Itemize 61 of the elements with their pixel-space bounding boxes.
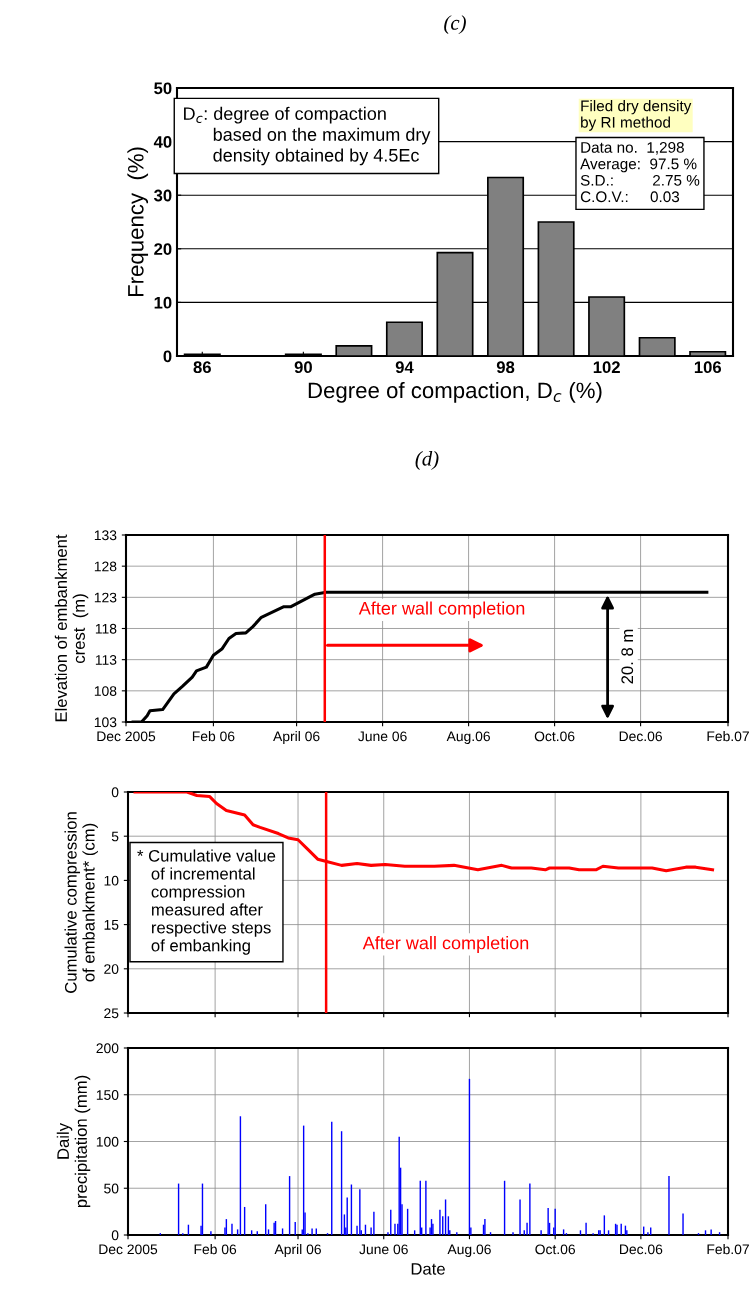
y-tick-label: 10 xyxy=(154,296,172,309)
y-tick-label: 20 xyxy=(104,964,119,974)
x-tick-label: April 06 xyxy=(273,731,320,744)
chart-title: (c) xyxy=(444,15,466,35)
y-tick-label: 123 xyxy=(94,592,117,603)
y-tick-label: 100 xyxy=(96,1136,119,1147)
y-tick-label: 108 xyxy=(94,686,117,696)
x-tick-label: June 06 xyxy=(359,1244,408,1255)
annotation: D$_{c}$: degree of compaction based on the maximum dry density obtained by 4.5Ec xyxy=(184,106,431,166)
y-tick-label: 133 xyxy=(94,530,117,541)
x-tick-label: 86 xyxy=(193,361,211,374)
y-tick-label: 40 xyxy=(153,136,172,148)
y-tick-label: 118 xyxy=(95,623,117,634)
x-tick-label: Feb.07 xyxy=(707,1244,749,1255)
annotation: After wall completion xyxy=(362,936,529,953)
x-tick-label: Aug.06 xyxy=(446,731,490,744)
y-tick-label: 128 xyxy=(94,561,117,572)
y-tick-label: 0 xyxy=(111,787,119,798)
x-tick-label: 94 xyxy=(395,361,414,374)
y-tick-label: 50 xyxy=(154,82,172,95)
annotation: 20. 8 m xyxy=(621,629,634,684)
y-tick-label: 30 xyxy=(153,189,172,202)
y-tick-label: 50 xyxy=(104,1183,119,1194)
x-tick-label: Feb.07 xyxy=(707,731,749,742)
x-tick-label: 102 xyxy=(593,361,620,374)
y-tick-label: 5 xyxy=(111,831,119,842)
x-tick-label: Oct.06 xyxy=(535,1244,576,1255)
x-tick-label: June 06 xyxy=(358,731,407,742)
y-axis-title: Cumulative compression of embankment* (cm) xyxy=(64,812,98,993)
x-tick-label: Dec.06 xyxy=(619,731,662,742)
x-tick-label: 98 xyxy=(496,361,515,374)
x-tick-label: Oct.06 xyxy=(534,731,575,742)
x-tick-label: 90 xyxy=(294,361,312,374)
y-axis-title: Elevation of embankment crest (m) xyxy=(54,534,89,722)
y-tick-label: 0 xyxy=(111,1230,119,1241)
x-tick-label: Dec 2005 xyxy=(97,731,156,742)
y-axis-title: Daily precipitation (mm) xyxy=(56,1075,91,1208)
x-tick-label: Feb 06 xyxy=(194,1244,237,1255)
y-tick-label: 25 xyxy=(104,1008,119,1019)
chart-title: (d) xyxy=(415,451,439,470)
y-axis-title: Frequency (%) xyxy=(127,147,149,297)
y-tick-label: 10 xyxy=(104,875,119,886)
x-axis-title: Date xyxy=(411,1263,445,1275)
y-tick-label: 20 xyxy=(154,243,172,255)
x-tick-label: Aug.06 xyxy=(447,1244,491,1257)
y-tick-label: 103 xyxy=(94,717,117,728)
y-tick-label: 0 xyxy=(163,350,172,363)
x-tick-label: Dec.06 xyxy=(620,1244,663,1255)
annotation: Data no. 1,298 Average: 97.5 % S.D.: 2.75 % C.O.V.: 0.03 xyxy=(580,142,700,203)
x-tick-label: April 06 xyxy=(274,1244,321,1257)
x-tick-label: 106 xyxy=(694,361,722,374)
annotation: Filed dry density by RI method xyxy=(581,100,692,131)
x-axis-title: Degree of compaction, D$_{c}$ (%) xyxy=(308,381,602,403)
x-tick-label: Feb 06 xyxy=(192,731,235,742)
y-tick-label: 150 xyxy=(96,1090,119,1100)
y-tick-label: 200 xyxy=(96,1043,119,1054)
x-tick-label: Dec 2005 xyxy=(99,1244,158,1255)
y-tick-label: 113 xyxy=(95,655,117,665)
annotation: After wall completion xyxy=(358,601,525,619)
y-tick-label: 15 xyxy=(104,920,119,930)
annotation: * Cumulative value of incremental compression measured after respective steps of embanking xyxy=(137,849,276,955)
